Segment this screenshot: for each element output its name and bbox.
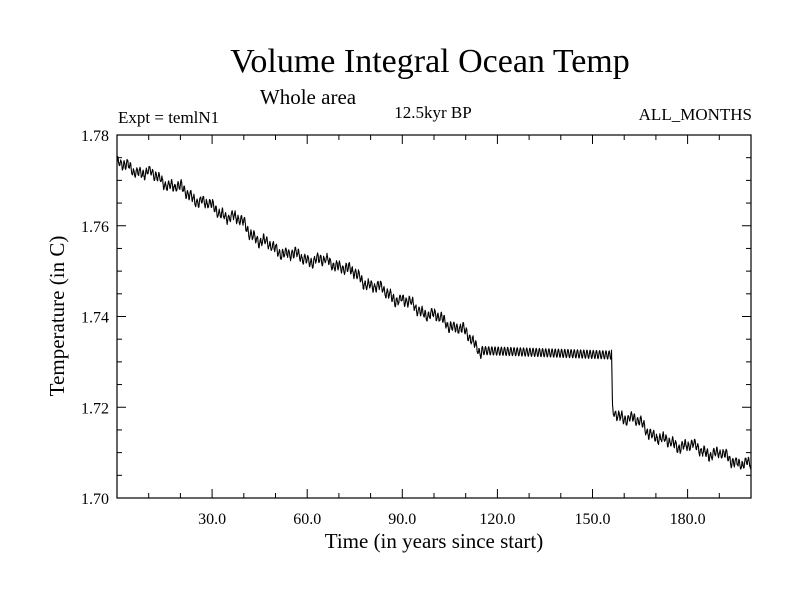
x-tick-label: 90.0 (388, 511, 416, 528)
x-tick-label: 60.0 (293, 511, 321, 528)
x-tick-label: 30.0 (198, 511, 226, 528)
data-line-temlN1 (116, 156, 752, 470)
x-tick-label: 180.0 (670, 511, 706, 528)
x-tick-label: 150.0 (575, 511, 611, 528)
x-axis-label: Time (in years since start) (325, 529, 544, 553)
y-tick-label: 1.76 (81, 219, 109, 236)
chart-title: Volume Integral Ocean Temp (230, 43, 630, 80)
chart-subtitle: Whole area (260, 85, 357, 109)
annotation-left: Expt = temlN1 (118, 108, 219, 127)
plot-frame (116, 134, 752, 499)
annotation-right: ALL_MONTHS (639, 105, 752, 124)
y-tick-label: 1.74 (81, 310, 109, 327)
y-axis-ticks: 1.70 1.72 1.74 1.76 1.78 (81, 128, 751, 508)
y-tick-label: 1.72 (81, 400, 109, 417)
y-tick-label: 1.78 (81, 128, 109, 145)
x-axis-ticks: 30.0 60.0 90.0 120.0 150.0 180.0 (148, 135, 720, 528)
x-tick-label: 120.0 (479, 511, 515, 528)
annotation-center: 12.5kyr BP (394, 103, 471, 122)
y-tick-label: 1.70 (81, 491, 109, 508)
y-axis-label: Temperature (in C) (45, 236, 69, 397)
